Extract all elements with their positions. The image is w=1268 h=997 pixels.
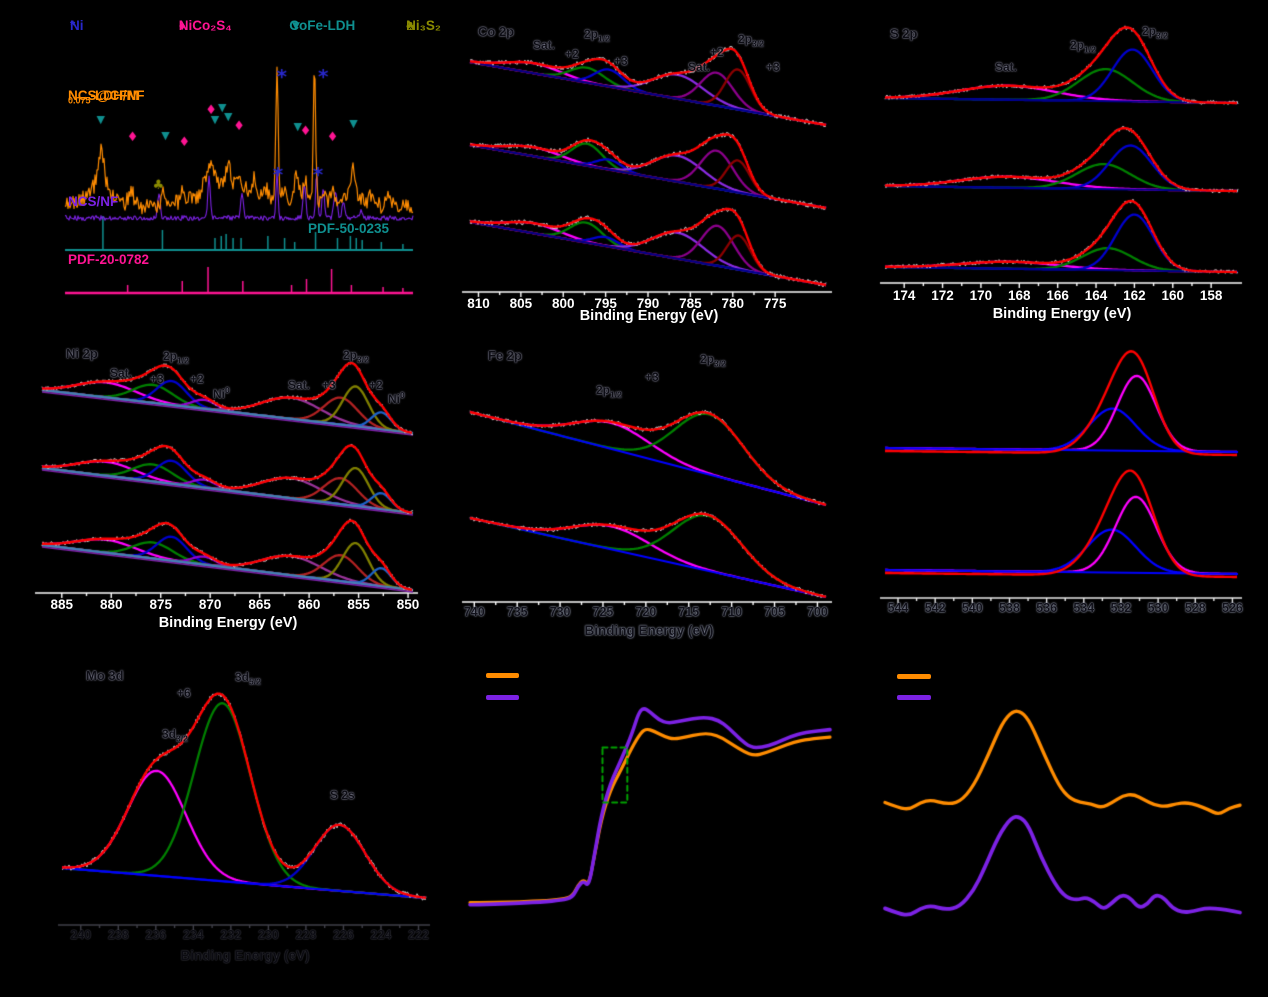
figure-canvas — [0, 0, 1268, 997]
figure: * Ni ♦ NiCo₂S₄ ▼ CoFe-LDH ♣ Ni₃S₂ NCS@CFM 0.0… — [0, 0, 1268, 997]
